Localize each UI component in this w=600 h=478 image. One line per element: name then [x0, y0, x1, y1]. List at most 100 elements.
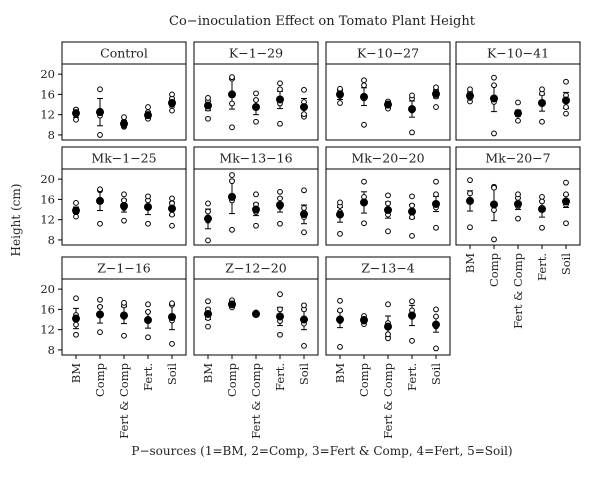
mean-point [538, 205, 546, 214]
raw-point [563, 78, 569, 85]
panel-3: K−10−41 [455, 41, 581, 141]
raw-point [277, 306, 283, 313]
strip-label: Mk−20−20 [351, 151, 424, 166]
raw-point [361, 82, 367, 89]
y-tick-label: 20 [40, 172, 55, 186]
y-tick-label: 12 [40, 108, 55, 122]
panel-4: Mk−1−25 8 12 16 20 [40, 146, 187, 247]
x-tick-label: Soil [297, 363, 311, 385]
raw-point [97, 186, 103, 193]
x-tick-label: Fert. [405, 363, 419, 391]
raw-point [385, 301, 391, 308]
raw-point [145, 104, 151, 110]
mean-point [72, 109, 80, 118]
plot-area [61, 63, 187, 141]
panel-0: Control 8 12 16 20 [40, 41, 187, 142]
raw-point [515, 117, 521, 124]
mean-point [252, 205, 260, 214]
raw-point [491, 236, 497, 243]
strip-label: K−10−41 [487, 46, 549, 61]
raw-point [121, 114, 127, 121]
raw-point [361, 77, 367, 84]
x-tick-label: Soil [165, 363, 179, 385]
strip-label: K−10−27 [357, 46, 419, 61]
y-tick-label: 16 [40, 192, 55, 206]
strip-label: Mk−20−7 [485, 151, 550, 166]
raw-point [385, 192, 391, 199]
mean-point [144, 111, 152, 120]
mean-point [408, 207, 416, 216]
raw-point [301, 342, 307, 349]
raw-point [433, 104, 439, 110]
raw-point [337, 343, 343, 350]
x-tick-label: Fert & Comp [249, 363, 263, 439]
plot-area [193, 63, 319, 141]
raw-point [121, 332, 127, 339]
raw-point [277, 80, 283, 87]
raw-point [97, 296, 103, 303]
mean-point [96, 310, 104, 319]
raw-point [169, 222, 175, 229]
raw-point [169, 340, 175, 347]
mean-point [432, 89, 440, 98]
mean-point [432, 320, 440, 329]
panel-2: K−10−27 [325, 41, 451, 141]
x-tick-label: Fert. [273, 363, 287, 391]
raw-point [73, 295, 79, 302]
mean-point [120, 311, 128, 320]
mean-point [384, 206, 392, 215]
raw-point [277, 331, 283, 338]
raw-point [205, 115, 211, 122]
x-tick-label: Fert & Comp [511, 253, 525, 329]
mean-point [252, 103, 260, 112]
mean-point [384, 100, 392, 109]
plot-area [325, 63, 451, 141]
mean-point [432, 199, 440, 208]
raw-point [97, 220, 103, 227]
mean-point [514, 199, 522, 208]
raw-point [433, 345, 439, 352]
raw-point [563, 104, 569, 110]
plot-area [61, 168, 187, 246]
raw-point [229, 100, 235, 107]
raw-point [253, 191, 259, 198]
mean-point [360, 198, 368, 207]
y-tick-label: 12 [40, 213, 55, 227]
raw-point [491, 130, 497, 137]
raw-point [169, 300, 175, 307]
raw-point [205, 237, 211, 244]
raw-point [253, 118, 259, 125]
raw-point [229, 226, 235, 233]
x-tick-label: Fert. [535, 253, 549, 281]
mean-point [120, 119, 128, 128]
raw-point [229, 74, 235, 81]
y-tick-label: 20 [40, 67, 55, 81]
raw-point [361, 178, 367, 185]
raw-point [301, 229, 307, 236]
raw-point [169, 195, 175, 202]
mean-point [204, 309, 212, 318]
mean-point [144, 203, 152, 211]
mean-point [72, 206, 80, 215]
x-tick-label: Comp [93, 363, 107, 397]
mean-point [466, 196, 474, 205]
strip-label: Mk−1−25 [91, 151, 156, 166]
mean-point [562, 197, 570, 206]
raw-point [169, 211, 175, 218]
raw-point [491, 74, 497, 81]
y-tick-label: 20 [40, 282, 55, 296]
raw-point [205, 95, 211, 101]
raw-point [145, 301, 151, 308]
mean-point [276, 312, 284, 321]
raw-point [433, 306, 439, 313]
raw-point [433, 191, 439, 198]
x-tick-label: Fert & Comp [381, 363, 395, 439]
raw-point [337, 230, 343, 237]
plot-area [325, 168, 451, 246]
raw-point [385, 200, 391, 207]
mean-point [336, 210, 344, 219]
raw-point [467, 86, 473, 93]
y-axis-title: Height (cm) [9, 184, 23, 257]
raw-point [73, 116, 79, 123]
raw-point [409, 202, 415, 209]
